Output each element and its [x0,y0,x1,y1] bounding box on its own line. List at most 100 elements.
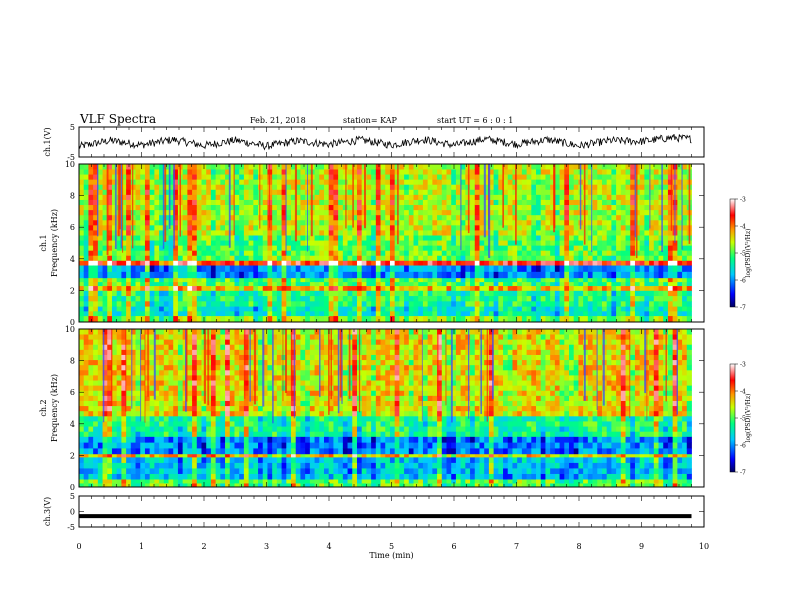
spectrogram-cell [314,260,320,266]
spectrogram-cell [559,290,565,297]
spectrogram-cell [634,265,641,272]
spectrogram-cell [616,300,622,307]
spectrogram-cell [418,204,424,211]
spectrogram-cell [229,189,235,195]
spectrogram-cell [97,204,103,211]
spectrogram-cell [342,245,348,251]
spectrogram-cell [408,174,414,180]
spectrogram-cell [324,169,330,175]
spectrogram-cell [130,410,136,417]
spectrogram-cell [210,271,217,279]
spectrogram-cell [111,400,118,407]
spectrogram-cell [168,453,174,458]
spectrogram-cell [182,277,188,283]
spectrogram-cell [107,329,113,335]
spectrogram-cell [451,255,457,261]
spectrogram-cell [93,369,99,376]
spectrogram-cell [220,214,226,221]
spectrogram-cell [592,300,598,307]
spectrogram-cell [281,285,287,291]
spectrogram-cell [408,290,414,297]
spectrogram-cell [517,174,523,180]
spectrogram-cell [187,219,193,226]
spectrogram-cell [149,359,155,366]
spectrogram-cell [97,468,103,474]
spectrogram-cell [286,295,292,302]
spectrogram-cell [347,194,353,200]
spectrogram-cell [663,265,669,272]
spectrogram-cell [573,250,579,256]
spectrogram-cell [107,380,113,386]
spectrogram-cell [126,265,132,272]
spectrogram-cell [620,179,626,185]
spectrogram-cell [517,310,523,317]
spectrogram-cell [540,245,546,251]
spectrogram-cell [88,364,94,371]
spectrogram-cell [144,179,151,185]
spectrogram-cell [639,189,645,195]
spectrogram-cell [356,245,363,251]
spectrogram-cell [338,214,344,221]
spectrogram-cell [564,300,570,307]
spectrogram-cell [672,290,678,297]
spectrogram-cell [474,179,480,185]
spectrogram-cell [488,219,495,226]
spectrogram-cell [366,179,372,185]
spectrogram-cell [149,421,155,427]
spectrogram-cell [177,295,184,302]
spectrogram-cell [258,199,264,206]
spectrogram-cell [121,453,127,458]
spectrogram-cell [422,219,429,226]
spectrogram-cell [644,315,650,323]
spectrogram-cell [111,334,118,340]
spectrogram-cell [187,194,193,200]
spectrogram-cell [606,230,612,236]
spectrogram-cell [83,334,89,340]
spectrogram-cell [630,277,636,283]
spectrogram-cell [564,255,570,261]
spectrogram-cell [140,415,146,422]
spectrogram-cell [88,230,94,236]
spectrogram-cell [159,184,165,190]
spectrogram-cell [206,184,212,190]
spectrogram-cell [408,255,414,261]
spectrogram-cell [418,295,424,302]
spectrogram-cell [210,224,217,231]
spectrogram-cell [554,260,560,266]
spectrogram-cell [291,174,297,180]
spectrogram-cell [606,240,612,246]
spectrogram-cell [625,230,631,236]
spectrogram-cell [177,240,184,246]
spectrogram-cell [540,169,546,175]
spectrogram-cell [422,209,429,216]
spectrogram-cell [107,473,113,480]
spectrogram-cell [554,184,560,190]
spectrogram-cell [686,285,692,291]
spectrogram-cell [587,260,593,266]
spectrogram-cell [248,245,254,251]
spectrogram-cell [196,315,202,323]
spectrogram-cell [536,219,542,226]
spectrogram-cell [493,300,499,307]
spectrogram-cell [507,214,513,221]
spectrogram-cell [498,315,504,323]
spectrogram-cell [526,265,532,272]
spectrogram-cell [592,245,598,251]
spectrogram-cell [592,281,598,287]
spectrogram-cell [658,230,664,236]
spectrogram-cell [408,300,414,307]
spectrogram-cell [488,230,495,236]
spectrogram-cell [686,277,692,283]
spectrogram-cell [620,310,626,317]
spectrogram-cell [121,344,127,350]
spectrogram-cell [606,184,612,190]
spectrogram-cell [229,194,235,200]
spectrogram-cell [460,235,466,241]
spectrogram-cell [116,290,122,297]
spectrogram-cell [130,184,136,190]
spectrogram-cell [130,483,136,488]
spectrogram-cell [342,290,348,297]
spectrogram-cell [479,260,485,266]
spectrogram-cell [206,174,212,180]
spectrogram-cell [177,235,184,241]
